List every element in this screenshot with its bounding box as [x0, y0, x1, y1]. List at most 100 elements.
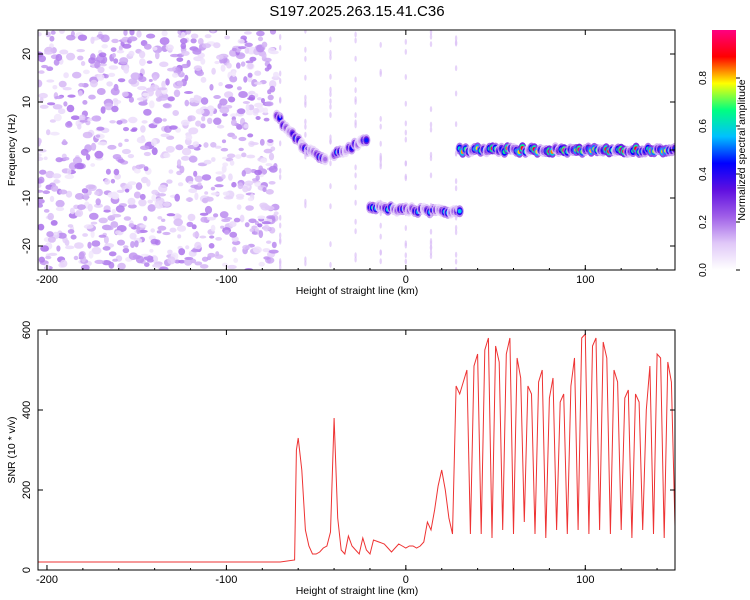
- streak-blob: [329, 49, 332, 56]
- noise-blob: [176, 57, 184, 62]
- streak-blob: [454, 224, 458, 231]
- noise-blob: [260, 158, 268, 164]
- streak-blob: [379, 123, 382, 130]
- noise-blob: [97, 66, 105, 74]
- noise-blob: [108, 72, 116, 77]
- noise-blob: [110, 47, 117, 52]
- noise-blob: [188, 181, 194, 185]
- noise-blob: [216, 124, 225, 129]
- noise-blob: [268, 165, 278, 173]
- streak-blob: [354, 172, 357, 179]
- noise-blob: [52, 85, 58, 90]
- noise-blob: [268, 249, 279, 254]
- streak-blob: [404, 136, 407, 143]
- noise-blob: [52, 104, 63, 110]
- noise-blob: [200, 123, 206, 129]
- noise-blob: [197, 38, 204, 45]
- noise-blob: [162, 231, 171, 236]
- noise-blob: [187, 115, 196, 122]
- noise-blob: [180, 119, 190, 126]
- noise-blob: [77, 55, 84, 61]
- noise-blob: [139, 224, 147, 228]
- noise-blob: [249, 56, 257, 62]
- noise-blob: [45, 170, 55, 179]
- noise-blob: [42, 190, 50, 195]
- noise-blob: [180, 30, 186, 33]
- noise-blob: [215, 251, 220, 257]
- noise-blob: [124, 183, 133, 191]
- noise-blob: [222, 262, 228, 267]
- streak-blob: [429, 155, 433, 162]
- noise-blob: [200, 216, 209, 223]
- noise-blob: [143, 166, 149, 172]
- noise-blob: [88, 94, 96, 100]
- noise-blob: [90, 163, 96, 167]
- noise-blob: [43, 156, 48, 161]
- noise-blob: [247, 62, 254, 70]
- noise-blob: [140, 253, 149, 257]
- noise-blob: [258, 261, 265, 267]
- noise-blob: [207, 117, 213, 125]
- noise-blob: [49, 195, 55, 202]
- noise-blob: [244, 180, 254, 186]
- noise-blob: [255, 116, 261, 120]
- noise-blob: [45, 31, 51, 38]
- noise-blob: [156, 230, 162, 234]
- noise-blob: [229, 160, 235, 166]
- noise-blob: [96, 73, 105, 81]
- noise-blob: [123, 127, 129, 132]
- noise-blob: [83, 224, 94, 229]
- noise-blob: [248, 218, 257, 224]
- noise-blob: [85, 184, 96, 190]
- noise-blob: [193, 65, 203, 71]
- noise-blob: [49, 119, 57, 123]
- noise-blob: [87, 203, 93, 212]
- noise-blob: [113, 168, 120, 176]
- noise-blob: [159, 266, 169, 270]
- noise-blob: [216, 54, 224, 60]
- noise-blob: [76, 49, 85, 53]
- noise-blob: [57, 232, 67, 239]
- noise-blob: [38, 176, 45, 184]
- noise-blob: [168, 169, 174, 174]
- noise-blob: [210, 186, 216, 191]
- noise-blob: [150, 238, 159, 245]
- noise-blob: [206, 216, 216, 221]
- noise-blob: [178, 248, 186, 256]
- streak-blob: [429, 126, 433, 133]
- noise-blob: [194, 175, 203, 182]
- noise-blob: [242, 185, 249, 193]
- noise-blob: [165, 78, 170, 86]
- noise-blob: [112, 258, 118, 262]
- noise-blob: [157, 87, 167, 91]
- noise-blob: [226, 62, 232, 69]
- noise-blob: [176, 225, 187, 232]
- noise-blob: [237, 38, 245, 44]
- noise-blob: [131, 127, 138, 131]
- noise-blob: [162, 118, 167, 122]
- noise-blob: [190, 33, 199, 39]
- noise-blob: [50, 185, 59, 192]
- streak-blob: [304, 123, 307, 130]
- noise-blob: [251, 231, 258, 235]
- noise-blob: [266, 240, 272, 244]
- noise-blob: [133, 191, 141, 199]
- streak-blob: [329, 98, 332, 105]
- noise-blob: [38, 153, 42, 157]
- streak-blob: [429, 172, 433, 179]
- noise-blob: [94, 150, 104, 159]
- noise-blob: [166, 213, 176, 217]
- noise-blob: [235, 154, 242, 160]
- noise-blob: [180, 38, 188, 44]
- noise-blob: [258, 230, 264, 239]
- noise-blob: [129, 232, 137, 240]
- streak-blob: [279, 44, 282, 51]
- noise-blob: [74, 211, 81, 217]
- noise-blob: [38, 156, 44, 161]
- noise-blob: [263, 256, 271, 260]
- streak-blob: [454, 229, 458, 236]
- noise-blob: [184, 99, 190, 107]
- noise-blob: [167, 249, 173, 255]
- streak-blob: [454, 150, 458, 157]
- noise-blob: [244, 222, 250, 228]
